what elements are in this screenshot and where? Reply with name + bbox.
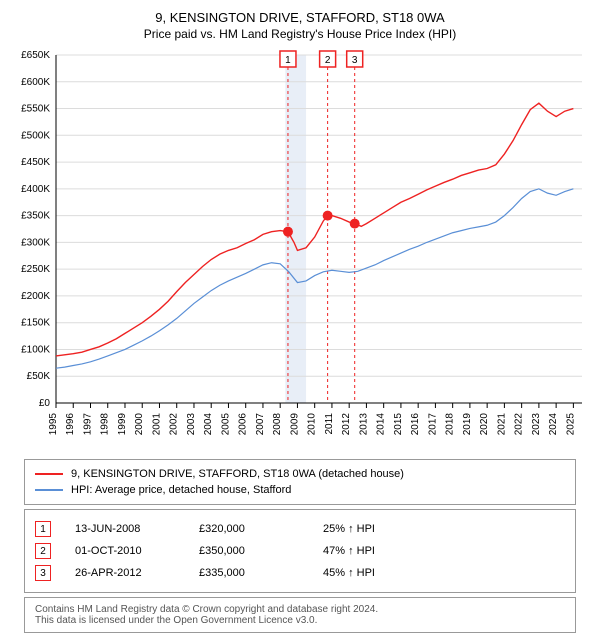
y-tick-label: £550K [21, 104, 50, 115]
footnote-box: Contains HM Land Registry data © Crown c… [24, 597, 576, 633]
event-delta: 47% ↑ HPI [323, 545, 423, 557]
x-tick-label: 2021 [496, 413, 507, 436]
x-tick-label: 2020 [479, 413, 490, 436]
y-tick-label: £350K [21, 211, 50, 222]
event-date: 01-OCT-2010 [75, 545, 175, 557]
footnote-line1: Contains HM Land Registry data © Crown c… [35, 604, 565, 615]
y-tick-label: £600K [21, 77, 50, 88]
event-date: 26-APR-2012 [75, 567, 175, 579]
y-tick-label: £100K [21, 344, 50, 355]
chart-subtitle: Price paid vs. HM Land Registry's House … [8, 27, 592, 41]
y-tick-label: £0 [39, 398, 51, 409]
legend-label: HPI: Average price, detached house, Staf… [71, 484, 291, 496]
event-price: £350,000 [199, 545, 299, 557]
x-tick-label: 2005 [220, 413, 231, 436]
event-marker-num: 1 [285, 55, 291, 66]
chart-area: £0 £50K £100K £150K £200K £250K £300K £350K £400… [8, 49, 592, 449]
x-tick-label: 1997 [82, 413, 93, 436]
sale-marker [323, 211, 333, 221]
event-row: 1 13-JUN-2008 £320,000 25% ↑ HPI [35, 518, 565, 540]
x-tick-label: 2022 [514, 413, 525, 436]
sale-marker [283, 227, 293, 237]
event-row: 2 01-OCT-2010 £350,000 47% ↑ HPI [35, 540, 565, 562]
x-tick-label: 2024 [548, 413, 559, 436]
x-tick-label: 2023 [531, 413, 542, 436]
legend-row: 9, KENSINGTON DRIVE, STAFFORD, ST18 0WA … [35, 466, 565, 482]
x-tick-label: 2009 [289, 413, 300, 436]
x-tick-label: 2018 [445, 413, 456, 436]
y-tick-label: £650K [21, 50, 50, 61]
x-tick-label: 2019 [462, 413, 473, 436]
y-tick-label: £400K [21, 184, 50, 195]
x-tick-label: 2025 [565, 413, 576, 436]
event-price: £320,000 [199, 523, 299, 535]
sale-marker [350, 219, 360, 229]
x-tick-label: 2004 [203, 413, 214, 436]
y-tick-label: £500K [21, 130, 50, 141]
legend-swatch [35, 489, 63, 491]
x-tick-label: 1996 [65, 413, 76, 436]
legend-label: 9, KENSINGTON DRIVE, STAFFORD, ST18 0WA … [71, 468, 404, 480]
y-tick-label: £200K [21, 291, 50, 302]
y-tick-label: £250K [21, 264, 50, 275]
x-tick-label: 2010 [307, 413, 318, 436]
legend-row: HPI: Average price, detached house, Staf… [35, 482, 565, 498]
x-tick-label: 2012 [341, 413, 352, 436]
y-tick-label: £150K [21, 318, 50, 329]
event-num-box: 2 [35, 543, 51, 559]
x-tick-label: 2001 [151, 413, 162, 436]
event-marker-num: 2 [325, 55, 331, 66]
event-num-box: 3 [35, 565, 51, 581]
chart-svg: £0 £50K £100K £150K £200K £250K £300K £350K £400… [8, 49, 592, 449]
x-tick-label: 1998 [100, 413, 111, 436]
event-num-box: 1 [35, 521, 51, 537]
x-tick-label: 2007 [255, 413, 266, 436]
x-tick-label: 1995 [48, 413, 59, 436]
x-tick-label: 2011 [324, 413, 335, 435]
x-tick-label: 2014 [376, 413, 387, 436]
x-tick-label: 2000 [134, 413, 145, 436]
legend-box: 9, KENSINGTON DRIVE, STAFFORD, ST18 0WA … [24, 459, 576, 505]
x-tick-label: 2008 [272, 413, 283, 436]
event-price: £335,000 [199, 567, 299, 579]
event-marker-num: 3 [352, 55, 358, 66]
x-tick-label: 2006 [238, 413, 249, 436]
x-tick-label: 2017 [427, 413, 438, 436]
y-tick-label: £50K [27, 371, 51, 382]
event-delta: 45% ↑ HPI [323, 567, 423, 579]
event-delta: 25% ↑ HPI [323, 523, 423, 535]
x-tick-label: 2003 [186, 413, 197, 436]
event-row: 3 26-APR-2012 £335,000 45% ↑ HPI [35, 562, 565, 584]
chart-title: 9, KENSINGTON DRIVE, STAFFORD, ST18 0WA [8, 10, 592, 25]
x-tick-label: 2015 [393, 413, 404, 436]
x-tick-label: 2013 [358, 413, 369, 436]
legend-swatch [35, 473, 63, 475]
y-tick-label: £300K [21, 237, 50, 248]
footnote-line2: This data is licensed under the Open Gov… [35, 615, 565, 626]
y-tick-label: £450K [21, 157, 50, 168]
x-tick-label: 1999 [117, 413, 128, 436]
x-tick-label: 2016 [410, 413, 421, 436]
event-date: 13-JUN-2008 [75, 523, 175, 535]
x-tick-label: 2002 [169, 413, 180, 436]
events-box: 1 13-JUN-2008 £320,000 25% ↑ HPI 2 01-OCT-201… [24, 509, 576, 593]
